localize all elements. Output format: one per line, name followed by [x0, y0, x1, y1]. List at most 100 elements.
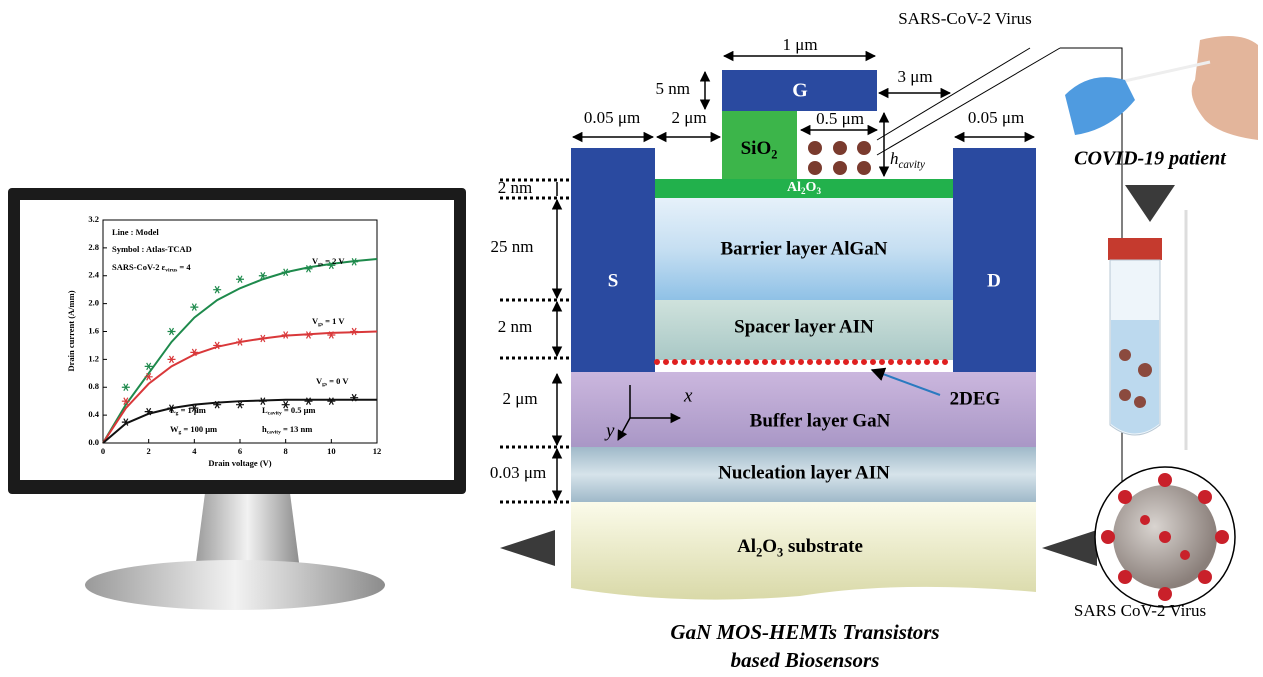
gate-block	[722, 70, 877, 111]
monitor-stand	[195, 493, 300, 570]
layer-label: Al2O3 substrate	[737, 536, 863, 559]
x-axis-label: Drain voltage (V)	[208, 458, 271, 468]
x-tick-label: 6	[238, 446, 242, 456]
text-part: SiO	[741, 138, 772, 159]
text-part: SARS-CoV-2 ε	[112, 262, 166, 272]
tcad-symbol	[350, 258, 359, 266]
x-tick-label: 12	[373, 446, 382, 456]
tcad-symbol	[327, 261, 336, 270]
tcad-symbol	[190, 348, 199, 357]
chart-annotation: Lcavity = 0.5 μm	[262, 405, 316, 417]
sio2-block	[722, 111, 797, 179]
tcad-symbol	[190, 303, 199, 311]
tcad-symbol	[304, 331, 313, 339]
text-part: Symbol : Atlas-TCAD	[112, 244, 192, 254]
text-part: W	[170, 424, 179, 434]
series-label: Vgs = 0 V	[316, 376, 349, 388]
chart-annotation: Wg = 100 μm	[170, 424, 217, 436]
y-tick-label: 0.0	[88, 437, 99, 447]
x-tick-label: 2	[147, 446, 151, 456]
dimension-label: 3 μm	[897, 67, 932, 86]
dimension-label: 2 μm	[671, 108, 706, 127]
chart-annotation: Line : Model	[112, 227, 159, 237]
text-part: Line : Model	[112, 227, 159, 237]
text-part: g	[179, 430, 182, 436]
text-part: = 4	[177, 262, 191, 272]
thickness-label: 2 μm	[502, 389, 537, 408]
dotted-guides	[500, 178, 571, 504]
text-part: O	[762, 536, 777, 557]
tcad-symbol	[327, 397, 336, 405]
pointer-line	[876, 47, 1031, 141]
text-part: gs	[322, 382, 328, 388]
tcad-symbol	[213, 341, 222, 350]
test-tube	[1108, 210, 1188, 450]
tcad-symbol	[167, 355, 176, 364]
thickness-label: 2 nm	[498, 178, 532, 197]
virus-label: SARS-CoV-2 Virus	[898, 9, 1032, 28]
patient-label: COVID-19 patient	[1074, 148, 1227, 170]
tcad-symbol	[121, 397, 130, 405]
tcad-symbol	[167, 327, 176, 336]
y-tick-label: 0.4	[88, 409, 99, 419]
tcad-symbol	[144, 373, 153, 381]
pointer-line	[876, 47, 1061, 156]
y-tick-label: 3.2	[88, 214, 99, 224]
text-part: cavity	[899, 159, 925, 171]
tcad-symbol	[258, 334, 267, 343]
patient-image	[1065, 36, 1258, 140]
buffer-layer	[571, 372, 1036, 447]
x-tick-label: 0	[101, 446, 105, 456]
tcad-symbol	[190, 404, 199, 412]
text-part: = 1 μm	[178, 405, 205, 415]
tcad-symbol	[236, 338, 244, 346]
tcad-symbol	[258, 271, 267, 280]
y-tick-label: 2.4	[88, 270, 99, 280]
axis-label: y	[604, 420, 615, 441]
axis-label: x	[683, 385, 693, 406]
series-label: Vgs = 2 V	[312, 256, 345, 268]
down-arrow	[1125, 185, 1175, 222]
tcad-symbol	[304, 397, 313, 405]
cavity-viruses	[808, 141, 871, 175]
text-part: = 13 nm	[281, 424, 313, 434]
gate-label: G	[792, 80, 808, 102]
barrier-layer	[655, 198, 953, 300]
text-part: 3	[777, 546, 783, 560]
tcad-symbol	[350, 393, 359, 402]
dimension-label: 0.05 μm	[968, 108, 1024, 127]
source-label: S	[608, 270, 619, 291]
text-part: 2	[771, 148, 777, 162]
text-part: Al	[737, 536, 756, 557]
text-part: g	[176, 411, 179, 417]
sio2-label: SiO2	[741, 138, 778, 161]
y-tick-label: 0.8	[88, 381, 99, 391]
text-part: L	[170, 405, 176, 415]
drain-block	[953, 148, 1036, 372]
text-part: h	[262, 424, 267, 434]
tcad-symbol	[121, 383, 130, 392]
thickness-label: 2 nm	[498, 317, 532, 336]
y-axis-label: Drain current (A/mm)	[66, 290, 76, 371]
text-part: = 0.5 μm	[282, 405, 316, 415]
virus-label: SARS CoV-2 Virus	[1074, 601, 1206, 620]
text-part: O	[806, 180, 817, 195]
y-tick-label: 1.2	[88, 353, 99, 363]
dimension-label: 1 μm	[782, 35, 817, 54]
y-tick-label: 2.0	[88, 298, 99, 308]
text-part: V	[312, 316, 319, 326]
tcad-symbol	[281, 400, 290, 409]
text-part: gs	[318, 262, 324, 268]
text-part: 2	[801, 186, 806, 196]
tcad-symbol	[144, 407, 153, 416]
text-part: virus	[165, 268, 178, 274]
tcad-symbol	[213, 400, 222, 409]
caption: based Biosensors	[731, 648, 880, 672]
layer-label: Barrier layer AlGaN	[720, 238, 887, 259]
text-part: = 1 V	[323, 316, 345, 326]
dimension-label: 5 nm	[656, 79, 690, 98]
chart-annotation: hcavity = 13 nm	[262, 424, 312, 436]
thickness-label: 0.03 μm	[490, 463, 546, 482]
text-part: cavity	[267, 430, 281, 436]
text-part: gs	[318, 322, 324, 328]
